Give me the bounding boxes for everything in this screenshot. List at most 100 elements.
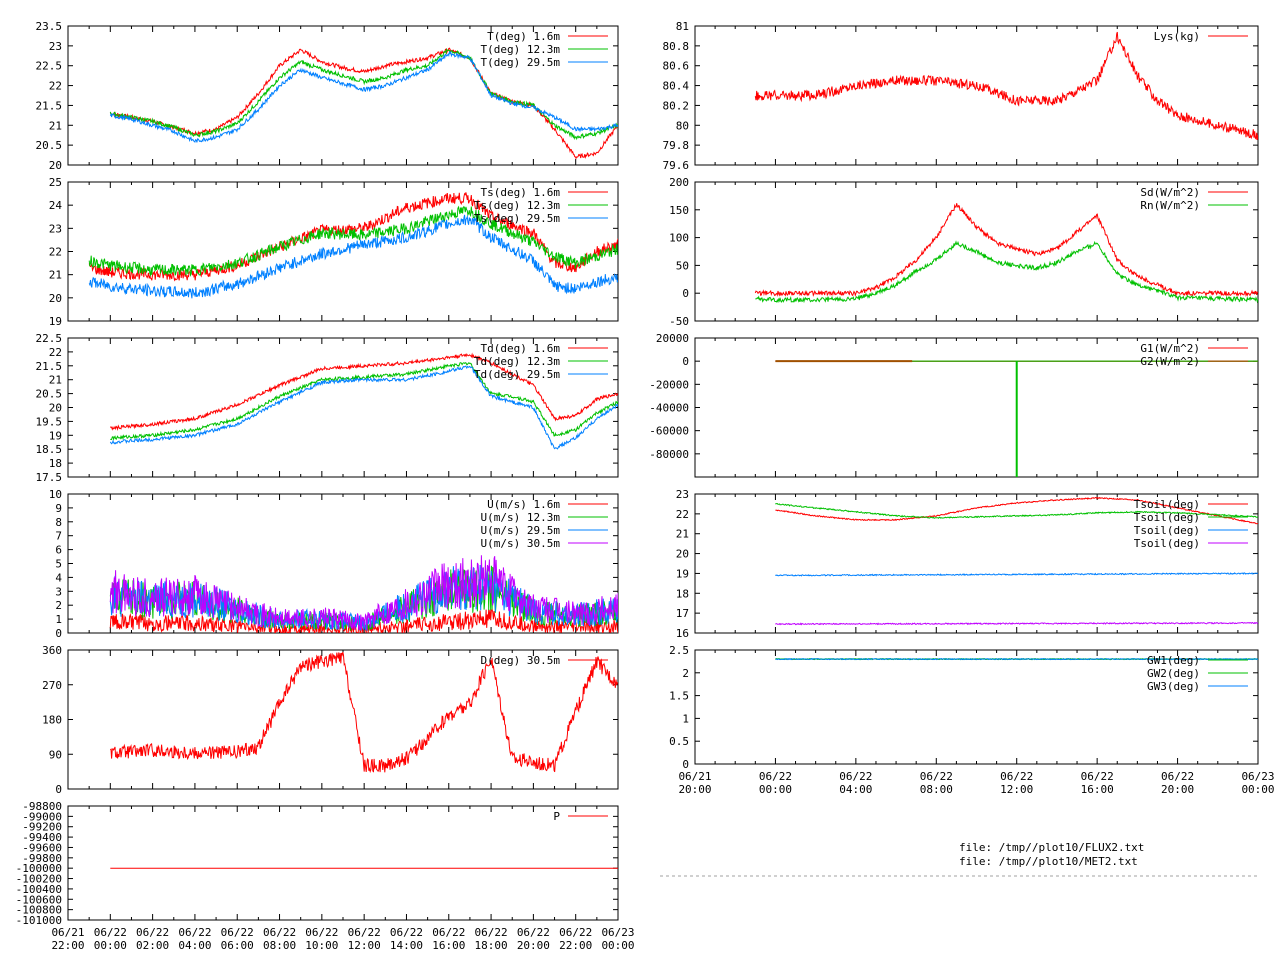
y-tick-label: 23.5 [36, 20, 63, 33]
y-tick-label: 20 [676, 548, 689, 561]
y-tick-label: -99000 [22, 810, 62, 823]
x-tick-label-date: 06/22 [136, 926, 169, 939]
y-tick-label: 0.5 [669, 735, 689, 748]
y-tick-label: 21.5 [36, 99, 63, 112]
plot-frame [694, 25, 1259, 166]
x-tick-label-time: 22:00 [51, 939, 84, 952]
y-tick-label: -100800 [16, 904, 62, 917]
legend-label: U(m/s) 1.6m [487, 498, 560, 511]
panel-pressure: -101000-100800-100600-100400-100200-1000… [16, 800, 635, 952]
y-tick-label: -100400 [16, 883, 62, 896]
y-tick-label: 17.5 [36, 471, 63, 484]
panel-radiation: -50 0 50 100 150 200 Sd(W/m^2)Rn(W/m^2) [669, 176, 1259, 328]
y-tick-label: 0 [682, 355, 689, 368]
y-tick-label: 6 [55, 544, 62, 557]
x-tick-label-time: 16:00 [432, 939, 465, 952]
legend-label: Tsoil(deg) [1134, 524, 1200, 537]
y-tick-label: 22.5 [36, 60, 63, 73]
series-line-0 [754, 203, 1258, 298]
y-tick-label: 21.5 [36, 360, 63, 373]
y-tick-label: 18 [49, 457, 62, 470]
y-tick-label: 19 [49, 315, 62, 328]
legend-label: G1(W/m^2) [1140, 342, 1200, 355]
y-tick-label: -99200 [22, 821, 62, 834]
y-tick-label: 21 [49, 269, 62, 282]
y-tick-label: -100600 [16, 893, 62, 906]
y-tick-label: 21 [49, 119, 62, 132]
y-tick-label: 1.5 [669, 690, 689, 703]
y-tick-label: 18 [676, 587, 689, 600]
x-tick-label-time: 18:00 [475, 939, 508, 952]
series-line-1 [109, 565, 618, 632]
y-tick-label: 0 [55, 627, 62, 640]
y-tick-label: 10 [49, 488, 62, 501]
y-tick-label: 1 [55, 613, 62, 626]
legend-label: Ts(deg) 29.5m [474, 212, 560, 225]
legend-label: T(deg) 29.5m [481, 56, 561, 69]
y-tick-label: 8 [55, 516, 62, 529]
y-tick-label: 80.8 [663, 40, 690, 53]
y-tick-label: 21 [49, 374, 62, 387]
file-note-flux: file: /tmp//plot10/FLUX2.txt [959, 841, 1144, 854]
y-tick-label: -99800 [22, 852, 62, 865]
series-line-0 [88, 192, 618, 282]
legend-label: Td(deg) 1.6m [481, 342, 561, 355]
legend-label: GW1(deg) [1147, 654, 1200, 667]
panel-lysimeter: 79.6 79.8 80 80.2 80.4 80.6 80.8 81 Lys(kg) [663, 20, 1259, 172]
legend-label: T(deg) 12.3m [481, 43, 561, 56]
x-tick-label-time: 20:00 [517, 939, 550, 952]
x-tick-label-date: 06/22 [348, 926, 381, 939]
legend-label: U(m/s) 12.3m [481, 511, 561, 524]
x-tick-label-time: 04:00 [839, 783, 872, 796]
x-tick-label-date: 06/22 [432, 926, 465, 939]
series-line-1 [109, 48, 618, 141]
y-tick-label: 22.5 [36, 332, 63, 345]
y-tick-label: -80000 [649, 448, 689, 461]
series-line-1 [88, 205, 618, 278]
y-tick-label: -50 [669, 315, 689, 328]
y-tick-label: -100000 [16, 862, 62, 875]
series-line-0 [775, 496, 1258, 525]
y-tick-label: 5 [55, 558, 62, 571]
x-tick-label-time: 12:00 [348, 939, 381, 952]
y-tick-label: 16 [676, 627, 689, 640]
legend-label: Tsoil(deg) [1134, 498, 1200, 511]
y-tick-label: 21 [676, 528, 689, 541]
y-tick-label: 180 [42, 714, 62, 727]
x-tick-label-date: 06/22 [390, 926, 423, 939]
series-line-2 [109, 365, 618, 450]
x-tick-label-time: 12:00 [1000, 783, 1033, 796]
legend-label: Td(deg) 29.5m [474, 368, 560, 381]
x-tick-label-time: 10:00 [305, 939, 338, 952]
x-tick-label-time: 04:00 [178, 939, 211, 952]
panel-wind-direction: 0 90 180 270 360 D(deg) 30.5m [42, 644, 619, 796]
series-line-2 [775, 572, 1258, 577]
y-tick-label: 20.5 [36, 139, 63, 152]
series-line-3 [109, 555, 618, 631]
y-tick-label: 2 [682, 667, 689, 680]
legend-label: Tsoil(deg) [1134, 537, 1200, 550]
x-tick-label-time: 06:00 [221, 939, 254, 952]
series-line-2 [109, 50, 618, 144]
y-tick-label: 9 [55, 502, 62, 515]
y-tick-label: 18.5 [36, 443, 63, 456]
y-tick-label: -20000 [649, 378, 689, 391]
y-tick-label: 20.5 [36, 388, 63, 401]
x-tick-label-date: 06/22 [178, 926, 211, 939]
x-tick-label-time: 00:00 [601, 939, 634, 952]
y-tick-label: 25 [49, 176, 62, 189]
x-tick-label-time: 14:00 [390, 939, 423, 952]
y-tick-label: 50 [676, 259, 689, 272]
y-tick-label: 17 [676, 607, 689, 620]
x-tick-label-date: 06/21 [678, 770, 711, 783]
x-tick-label-date: 06/22 [475, 926, 508, 939]
series-line-1 [755, 240, 1258, 304]
legend-label: Rn(W/m^2) [1140, 199, 1200, 212]
legend-label: Tsoil(deg) [1134, 511, 1200, 524]
y-tick-label: -99600 [22, 841, 62, 854]
